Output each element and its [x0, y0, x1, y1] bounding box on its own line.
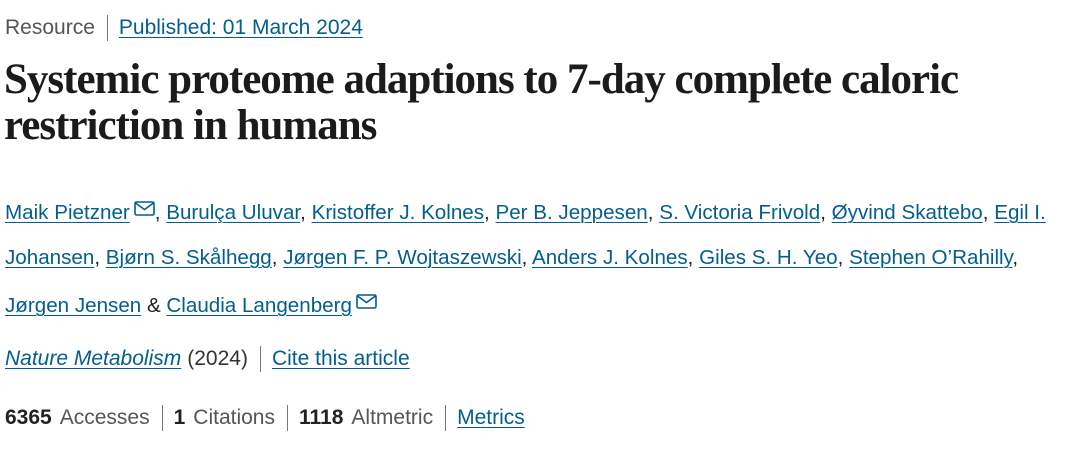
- author-separator: ,: [271, 246, 284, 269]
- author-separator: ,: [484, 201, 496, 224]
- author-link[interactable]: Jørgen F. P. Wojtaszewski: [283, 246, 522, 269]
- author-link[interactable]: Burulça Uluvar: [166, 201, 301, 224]
- author-link[interactable]: Egil I. Johansen: [5, 201, 1046, 269]
- author-link[interactable]: Claudia Langenberg: [166, 294, 352, 317]
- published-date-link[interactable]: Published: 01 March 2024: [118, 16, 363, 39]
- citations-label: Citations: [193, 406, 275, 429]
- author-separator: ,: [982, 201, 995, 224]
- author-list: Maik Pietzner, Burulça Uluvar, Kristoffe…: [5, 187, 1077, 328]
- author-separator: ,: [94, 246, 106, 269]
- accesses-count: 6365: [5, 406, 52, 429]
- article-type: Resource: [5, 16, 95, 39]
- journal-link[interactable]: Nature Metabolism: [5, 347, 182, 370]
- altmetric-score: 1118: [298, 406, 344, 429]
- author-separator: ,: [837, 246, 850, 269]
- author-link[interactable]: Giles S. H. Yeo: [699, 246, 838, 269]
- journal-info: Nature Metabolism (2024) Cite this artic…: [5, 344, 410, 374]
- cite-article-link[interactable]: Cite this article: [271, 347, 410, 370]
- publication-year: (2024): [187, 347, 248, 370]
- metrics-link[interactable]: Metrics: [457, 406, 525, 429]
- author-separator: ,: [687, 246, 700, 269]
- author-separator: ,: [521, 246, 532, 269]
- author-link[interactable]: Bjørn S. Skålhegg: [105, 246, 272, 269]
- author-separator: &: [141, 294, 167, 317]
- citations-count: 1: [173, 406, 186, 429]
- author-link[interactable]: S. Victoria Frivold: [659, 201, 821, 224]
- author-link[interactable]: Jørgen Jensen: [5, 294, 142, 317]
- author-link[interactable]: Stephen O’Rahilly: [849, 246, 1013, 269]
- mail-icon[interactable]: [356, 280, 377, 325]
- metrics-divider: [286, 405, 288, 431]
- author-link[interactable]: Anders J. Kolnes: [531, 246, 688, 269]
- article-title: Systemic proteome adaptions to 7-day com…: [4, 56, 959, 149]
- accesses-label: Accesses: [59, 406, 150, 429]
- author-separator: ,: [300, 201, 312, 224]
- mail-icon[interactable]: [133, 187, 155, 232]
- author-link[interactable]: Maik Pietzner: [5, 201, 130, 224]
- metrics-divider: [445, 405, 447, 431]
- journal-divider: [259, 346, 261, 372]
- altmetric-label: Altmetric: [351, 406, 434, 429]
- author-link[interactable]: Per B. Jeppesen: [495, 201, 648, 224]
- author-link[interactable]: Øyvind Skattebo: [831, 201, 983, 224]
- author-link[interactable]: Kristoffer J. Kolnes: [311, 201, 485, 224]
- article-meta: Resource Published: 01 March 2024: [5, 14, 363, 42]
- metrics-divider: [161, 405, 163, 431]
- author-separator: ,: [1012, 246, 1019, 269]
- author-separator: ,: [647, 201, 660, 224]
- article-metrics: 6365 Accesses 1 Citations 1118 Altmetric…: [5, 403, 525, 433]
- meta-divider: [106, 15, 108, 41]
- author-separator: ,: [820, 201, 832, 224]
- author-separator: ,: [154, 201, 167, 224]
